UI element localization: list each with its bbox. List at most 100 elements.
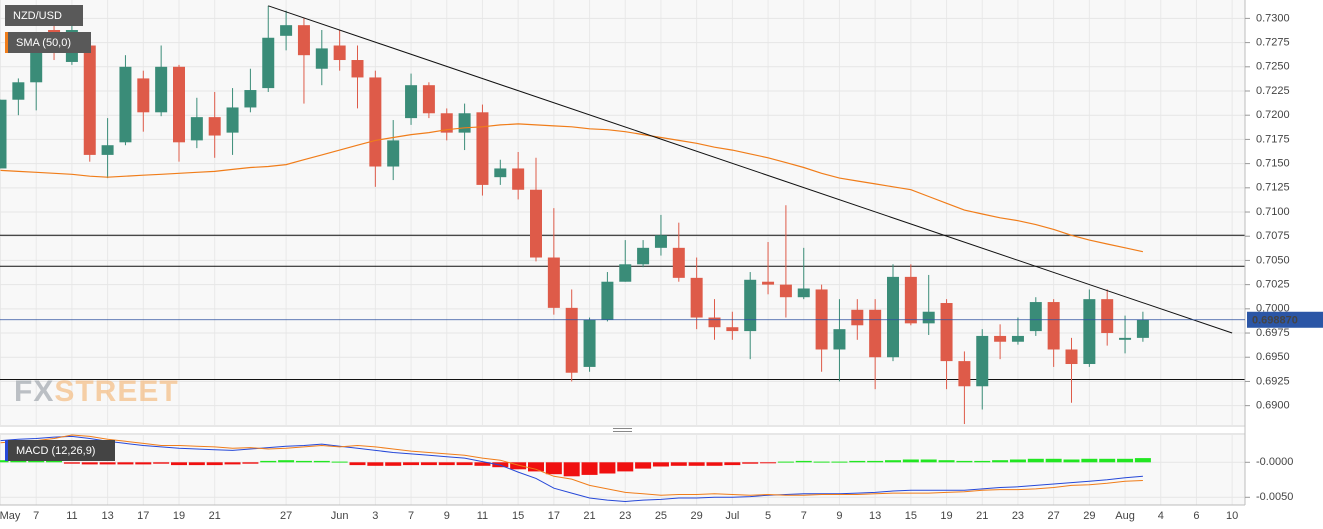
histogram-bar: [760, 462, 777, 464]
candle-body: [1083, 299, 1096, 365]
y-tick-label: 0.6925: [1256, 375, 1290, 387]
candle-body: [1065, 349, 1078, 365]
y-tick-label: 0.7125: [1256, 182, 1290, 194]
histogram-bar: [545, 462, 562, 475]
histogram-bar: [742, 462, 759, 464]
histogram-bar: [99, 462, 116, 465]
legend-box: [5, 5, 83, 26]
histogram-bar: [295, 460, 312, 463]
candle-body: [530, 189, 542, 258]
candle-body: [369, 77, 382, 167]
x-tick-label: Jul: [725, 510, 739, 522]
x-tick-label: 29: [691, 510, 703, 522]
histogram-bar: [635, 462, 652, 469]
x-tick-label: Aug: [1115, 510, 1135, 522]
candle-body: [494, 168, 507, 178]
candle-body: [512, 168, 525, 190]
histogram-bar: [795, 460, 812, 463]
histogram-bar: [117, 462, 134, 465]
watermark: FXSTREET: [14, 375, 179, 408]
histogram-bar: [260, 460, 277, 463]
y-tick-label: 0.7100: [1256, 206, 1290, 218]
candle-body: [315, 48, 328, 69]
candle-body: [672, 247, 685, 278]
x-tick-label: 19: [940, 510, 952, 522]
histogram-bar: [885, 460, 901, 463]
histogram-bar: [1063, 459, 1080, 463]
x-tick-label: Jun: [331, 510, 349, 522]
candle-body: [83, 45, 96, 155]
histogram-bar: [706, 462, 723, 466]
histogram-bar: [1117, 458, 1134, 463]
x-tick-label: 21: [976, 510, 988, 522]
histogram-bar: [456, 462, 473, 466]
x-tick-label: 9: [444, 510, 450, 522]
y-tick-label: 0.7300: [1256, 12, 1290, 24]
histogram-bar: [224, 462, 241, 465]
candle-body: [637, 247, 650, 265]
candle-body: [851, 309, 864, 326]
candle-body: [476, 112, 489, 185]
last-price-label: 0.698870: [1252, 315, 1298, 327]
candle-body: [155, 66, 168, 113]
x-tick-label: 25: [655, 510, 667, 522]
histogram-bar: [813, 461, 830, 463]
histogram-bar: [349, 462, 366, 466]
x-tick-label: 4: [1158, 510, 1164, 522]
histogram-bar: [1134, 458, 1151, 463]
x-tick-label: 13: [101, 510, 113, 522]
x-tick-label: 15: [512, 510, 524, 522]
candle-body: [779, 284, 792, 298]
histogram-bar: [420, 462, 437, 466]
x-tick-label: 27: [1048, 510, 1060, 522]
candle-body: [190, 117, 203, 141]
candle-body: [280, 25, 293, 36]
candle-body: [297, 25, 310, 56]
legend: NZD/USD SMA (50,0) MACD (12,26,9): [5, 5, 115, 461]
x-tick-label: 13: [869, 510, 881, 522]
x-tick-label: 17: [137, 510, 149, 522]
candle-body: [994, 335, 1007, 342]
last-price-box: [1247, 311, 1323, 328]
candle-body: [0, 99, 7, 169]
candle-body: [958, 361, 971, 387]
histogram-bar: [1027, 458, 1044, 463]
y-tick-label: 0.7075: [1256, 230, 1290, 242]
histogram-bar: [1045, 458, 1062, 463]
candle-body: [1047, 302, 1060, 350]
candle-body: [1119, 337, 1132, 340]
y-tick-label: 0.6950: [1256, 351, 1290, 363]
x-tick-label: 29: [1083, 510, 1095, 522]
histogram-bar: [617, 462, 634, 472]
histogram-bar: [581, 462, 598, 475]
x-tick-label: 27: [280, 510, 292, 522]
histogram-bar: [153, 462, 170, 464]
histogram-bar: [10, 460, 27, 463]
histogram-bar: [724, 462, 741, 466]
histogram-bar: [188, 462, 205, 466]
candle-body: [12, 82, 25, 100]
y-tick-label: 0.7275: [1256, 37, 1290, 49]
candle-body: [422, 85, 435, 114]
histogram-bar: [81, 462, 98, 465]
x-tick-label: May: [0, 510, 21, 522]
candle-body: [1029, 302, 1042, 332]
y-tick-label: 0.6975: [1256, 327, 1290, 339]
candle-body: [833, 329, 846, 350]
legend-macd: MACD (12,26,9): [16, 445, 95, 457]
histogram-bar: [46, 460, 63, 463]
candle-body: [173, 66, 185, 143]
candle-body: [440, 113, 453, 133]
legend-box: [5, 440, 115, 461]
candle-body: [940, 303, 953, 362]
watermark-prefix: FX: [14, 375, 54, 408]
y-tick-label: -0.0000: [1256, 456, 1293, 468]
candle-body: [583, 319, 596, 367]
candle-body: [904, 276, 917, 324]
x-tick-label: 9: [836, 510, 842, 522]
candle-body: [405, 85, 418, 119]
candle-body: [565, 307, 578, 373]
candle-body: [797, 288, 810, 298]
histogram-bar: [688, 462, 705, 466]
candle-body: [262, 37, 275, 89]
